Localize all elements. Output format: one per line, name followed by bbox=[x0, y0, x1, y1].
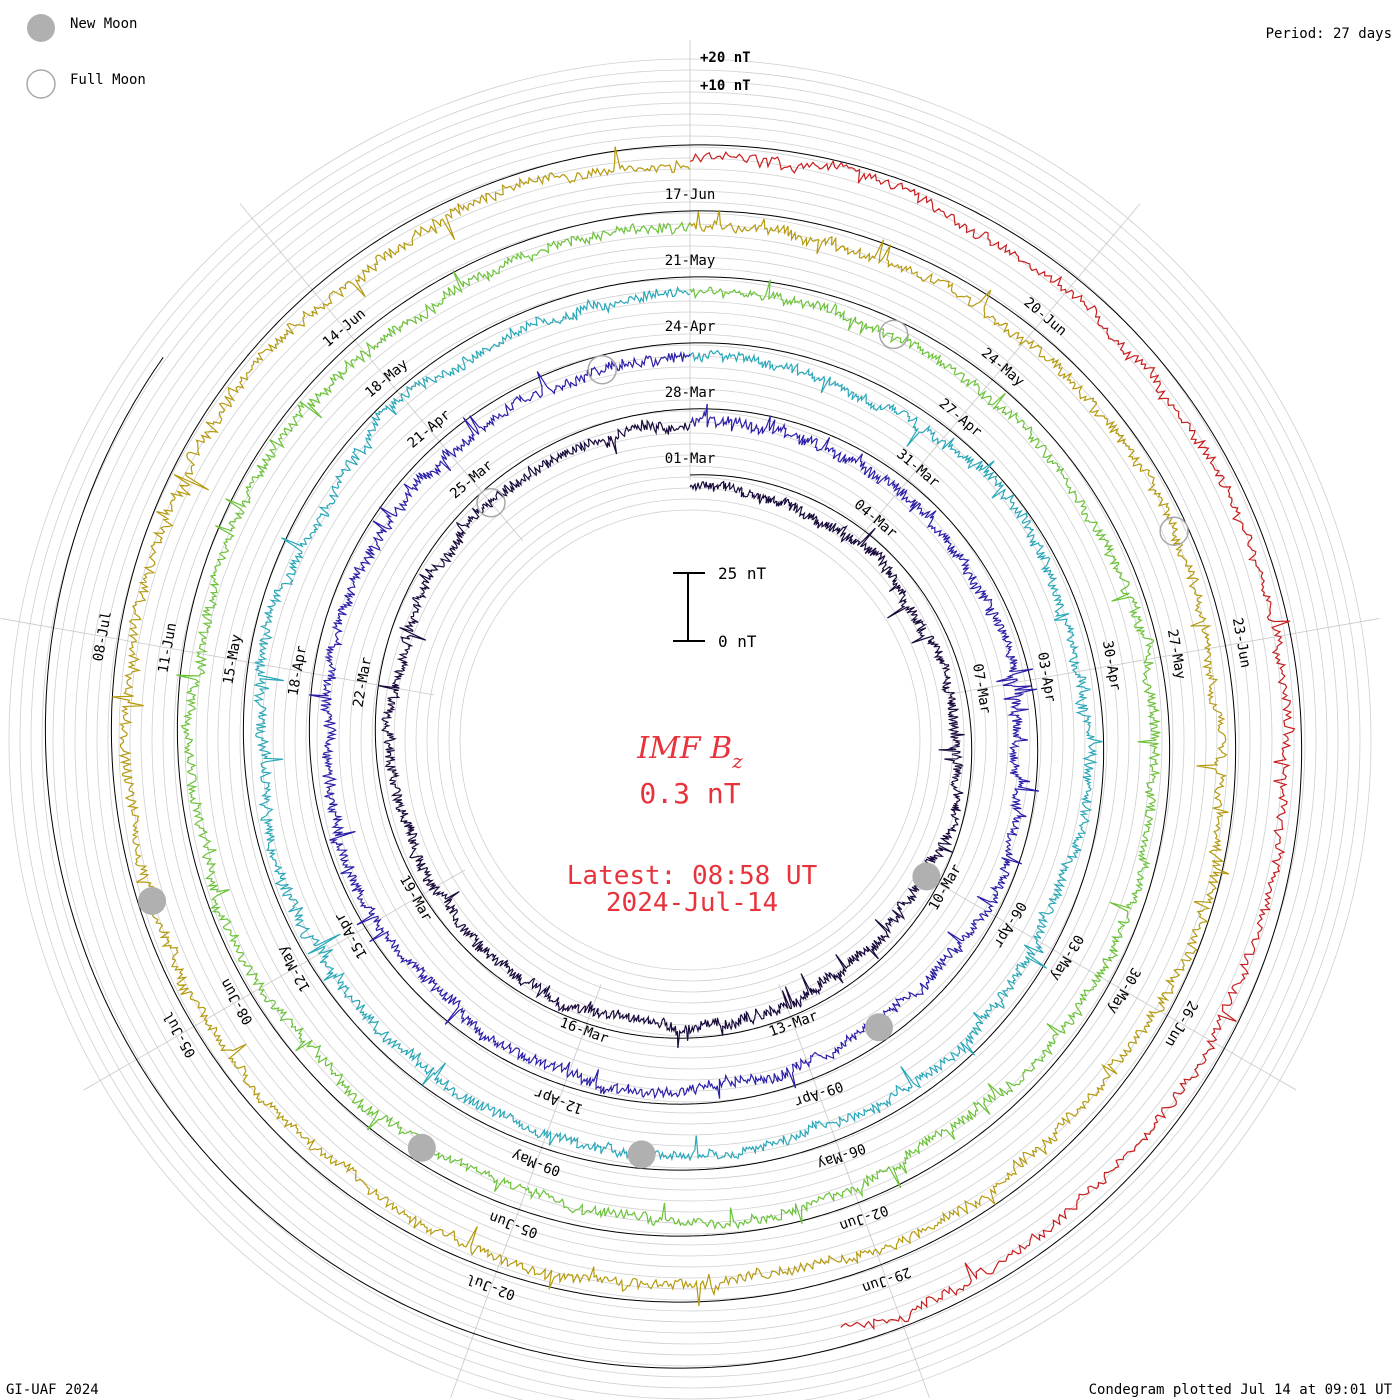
date-label: 11-Jun bbox=[155, 622, 180, 675]
date-spoke bbox=[778, 984, 930, 1398]
baseline-spiral bbox=[44, 144, 1303, 1369]
full-moon-legend-label: Full Moon bbox=[70, 72, 146, 88]
date-label: 16-Mar bbox=[558, 1015, 611, 1047]
new-moon-legend-icon bbox=[27, 14, 55, 42]
parameter-title: IMF Bz bbox=[636, 731, 743, 773]
date-spoke bbox=[914, 869, 1297, 1091]
date-label: 24-Apr bbox=[665, 319, 716, 335]
date-label: 09-Apr bbox=[792, 1077, 845, 1109]
date-label: 08-Jul bbox=[90, 610, 115, 663]
period-label: Period: 27 days bbox=[1266, 26, 1392, 42]
new-moon-legend-label: New Moon bbox=[70, 16, 137, 32]
date-spoke bbox=[856, 203, 1141, 542]
full-moon-marker bbox=[1159, 516, 1189, 546]
new-moon-marker bbox=[138, 887, 167, 915]
date-label: 17-Jun bbox=[665, 187, 716, 203]
scale-bar: 25 nT 0 nT bbox=[673, 564, 767, 651]
date-label: 23-Jun bbox=[1229, 617, 1254, 670]
date-label: 04-Mar bbox=[851, 497, 900, 542]
ref-label-plus10: +10 nT bbox=[700, 78, 751, 94]
baseline-rings bbox=[44, 144, 1303, 1369]
date-label: 06-Apr bbox=[990, 899, 1029, 951]
trace-24-Apr bbox=[253, 285, 1103, 1164]
legend: New Moon Full Moon bbox=[26, 14, 146, 99]
date-label: 12-May bbox=[275, 943, 314, 995]
full-moon-marker bbox=[476, 488, 506, 518]
date-label: 06-May bbox=[815, 1139, 868, 1171]
full-moon-marker bbox=[587, 354, 617, 385]
date-label: 13-Mar bbox=[767, 1008, 820, 1040]
guide-ring bbox=[437, 487, 943, 993]
current-value: 0.3 nT bbox=[639, 777, 740, 810]
date-label: 21-May bbox=[665, 253, 716, 269]
date-label: 24-May bbox=[978, 345, 1027, 390]
scale-bar-bottom-label: 0 nT bbox=[718, 632, 757, 651]
footer-plotted-time: Condegram plotted Jul 14 at 09:01 UT bbox=[1089, 1382, 1393, 1398]
date-label: 07-Mar bbox=[969, 662, 994, 715]
date-label: 30-Apr bbox=[1099, 639, 1124, 692]
trace-01-Mar bbox=[378, 419, 965, 1049]
date-label: 01-Mar bbox=[665, 451, 716, 467]
date-label: 31-Mar bbox=[893, 446, 942, 491]
date-spoke bbox=[0, 618, 435, 696]
guide-ring bbox=[448, 498, 932, 982]
date-spokes bbox=[0, 40, 1380, 1398]
data-traces bbox=[112, 146, 1296, 1331]
center-readout: IMF Bz 0.3 nT Latest: 08:58 UT 2024-Jul-… bbox=[567, 731, 818, 918]
date-label: 27-May bbox=[1164, 628, 1189, 681]
new-moon-marker bbox=[627, 1140, 656, 1169]
trace-14-Jul bbox=[689, 151, 1296, 1331]
guide-rings bbox=[8, 58, 1372, 1400]
date-spoke bbox=[83, 869, 466, 1091]
guide-ring bbox=[459, 509, 921, 971]
date-label: 28-Mar bbox=[665, 385, 716, 401]
date-label: 20-Jun bbox=[1021, 295, 1070, 340]
date-spoke bbox=[239, 203, 524, 542]
latest-date: 2024-Jul-14 bbox=[606, 888, 778, 918]
date-spoke bbox=[945, 618, 1380, 696]
ref-label-plus20: +20 nT bbox=[700, 50, 751, 66]
date-label: 03-Apr bbox=[1034, 651, 1059, 704]
date-label: 08-Jun bbox=[217, 976, 256, 1028]
date-label: 26-Jun bbox=[1161, 998, 1200, 1050]
date-label: 22-Mar bbox=[350, 656, 375, 709]
new-moon-marker bbox=[407, 1133, 436, 1162]
date-label: 27-Apr bbox=[936, 396, 985, 441]
date-label: 18-Apr bbox=[285, 645, 310, 698]
trace-28-Mar bbox=[309, 350, 1040, 1100]
date-label: 03-May bbox=[1047, 932, 1086, 984]
trace-17-Jun bbox=[112, 146, 1230, 1307]
new-moon-marker bbox=[865, 1013, 893, 1042]
scale-bar-top-label: 25 nT bbox=[718, 564, 767, 583]
moon-markers bbox=[138, 319, 1189, 1169]
date-label: 05-Jul bbox=[160, 1009, 199, 1061]
parameter-title-subscript: z bbox=[731, 749, 743, 773]
footer-credit: GI-UAF 2024 bbox=[6, 1382, 99, 1398]
parameter-title-main: IMF B bbox=[636, 731, 732, 766]
date-label: 02-Jun bbox=[837, 1201, 890, 1233]
date-label: 29-Jun bbox=[860, 1263, 913, 1295]
date-label: 30-May bbox=[1104, 965, 1143, 1017]
trace-21-May bbox=[176, 221, 1162, 1231]
full-moon-marker bbox=[878, 319, 909, 350]
date-spoke bbox=[450, 984, 602, 1398]
new-moon-marker bbox=[912, 862, 941, 891]
date-label: 15-May bbox=[220, 633, 245, 686]
latest-time: Latest: 08:58 UT bbox=[567, 861, 818, 891]
full-moon-legend-icon bbox=[26, 69, 56, 99]
